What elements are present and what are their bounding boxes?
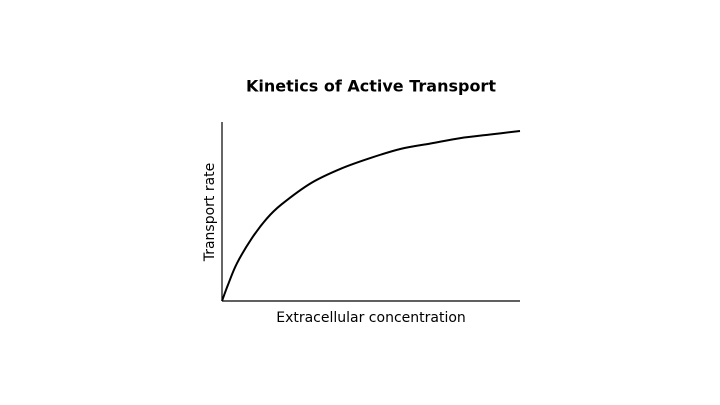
y-axis-label: Transport rate bbox=[202, 163, 218, 263]
chart-title: Kinetics of Active Transport bbox=[246, 77, 496, 96]
curve bbox=[221, 129, 521, 302]
x-axis-label: Extracellular concentration bbox=[276, 310, 466, 326]
